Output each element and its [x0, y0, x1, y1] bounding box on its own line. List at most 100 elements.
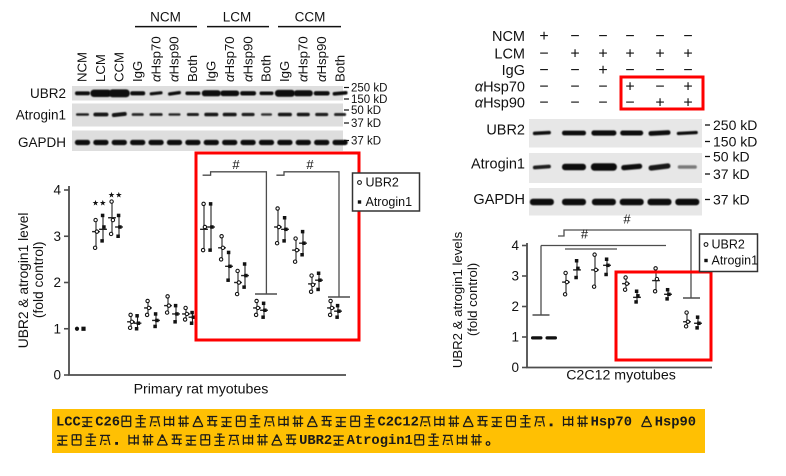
svg-text:+: +	[683, 95, 692, 112]
svg-text:4: 4	[53, 183, 61, 198]
svg-text:37 kD: 37 kD	[713, 166, 750, 182]
svg-text:3: 3	[511, 269, 519, 284]
svg-text:−: −	[655, 62, 664, 79]
svg-text:0: 0	[511, 360, 519, 375]
svg-text:−: −	[570, 28, 579, 45]
svg-text:−: −	[655, 79, 664, 96]
svg-text:−: −	[683, 62, 692, 79]
svg-text:Atrogin1: Atrogin1	[712, 254, 759, 268]
svg-text:UBR2: UBR2	[30, 86, 66, 101]
svg-text:C2C12: C2C12	[378, 416, 419, 431]
svg-text:+: +	[539, 28, 548, 45]
svg-text:LCM: LCM	[93, 54, 108, 82]
svg-text:Hsp70: Hsp70	[591, 416, 632, 431]
svg-text:#: #	[623, 212, 631, 227]
svg-text:αHsp70: αHsp70	[222, 36, 237, 82]
svg-text:−: −	[598, 95, 607, 112]
svg-text:150 kD: 150 kD	[351, 94, 387, 106]
svg-text:Hsp90: Hsp90	[655, 416, 696, 431]
svg-text:+: +	[570, 46, 579, 63]
svg-text:−: −	[598, 79, 607, 96]
svg-text:NCM: NCM	[75, 52, 90, 82]
svg-text:Atrogin1: Atrogin1	[366, 195, 413, 209]
svg-text:+: +	[598, 46, 607, 63]
svg-text:−: −	[539, 62, 548, 79]
svg-text:UBR2: UBR2	[299, 434, 332, 449]
svg-text:50 kD: 50 kD	[713, 149, 750, 165]
svg-text:Atrogin1: Atrogin1	[471, 157, 525, 173]
svg-text:IgG: IgG	[204, 61, 219, 82]
svg-text:UBR2 & atrogin1 levels: UBR2 & atrogin1 levels	[450, 231, 465, 368]
svg-text:+: +	[625, 46, 634, 63]
svg-text:LCC: LCC	[56, 416, 81, 431]
svg-text:−: −	[539, 95, 548, 112]
svg-text:IgG: IgG	[502, 63, 525, 79]
svg-text:Both: Both	[332, 55, 347, 82]
svg-text:GAPDH: GAPDH	[473, 192, 525, 208]
svg-text:−: −	[683, 28, 692, 45]
svg-text:UBR2: UBR2	[366, 176, 399, 190]
svg-text:IgG: IgG	[130, 61, 145, 82]
svg-text:37 kD: 37 kD	[351, 136, 381, 148]
svg-text:LCM: LCM	[223, 10, 252, 25]
svg-text:αHsp90: αHsp90	[240, 36, 255, 82]
svg-text:(fold control): (fold control)	[465, 263, 480, 336]
svg-text:LCM: LCM	[494, 47, 525, 63]
svg-text:2: 2	[511, 299, 519, 314]
svg-text:3: 3	[53, 229, 61, 244]
svg-text:−: −	[539, 79, 548, 96]
svg-text:37 kD: 37 kD	[713, 192, 750, 208]
svg-text:UBR2: UBR2	[712, 238, 745, 252]
svg-text:IgG: IgG	[277, 61, 292, 82]
svg-text:UBR2 & atrogin1 level: UBR2 & atrogin1 level	[16, 213, 31, 349]
svg-text:αHsp90: αHsp90	[167, 36, 182, 82]
svg-text:#: #	[581, 227, 589, 242]
svg-text:CCM: CCM	[295, 10, 326, 25]
svg-text:50 kD: 50 kD	[351, 105, 381, 117]
svg-text:2: 2	[53, 275, 61, 290]
svg-text:+: +	[683, 79, 692, 96]
svg-text:αHsp70: αHsp70	[475, 80, 525, 96]
svg-text:37 kD: 37 kD	[351, 118, 381, 130]
svg-text:Atrogin1: Atrogin1	[16, 108, 66, 123]
svg-text:Primary rat myotubes: Primary rat myotubes	[134, 382, 269, 398]
svg-text:αHsp90: αHsp90	[475, 96, 525, 112]
svg-text:NCM: NCM	[150, 10, 181, 25]
svg-text:+: +	[655, 46, 664, 63]
svg-text:(fold control): (fold control)	[31, 241, 46, 318]
svg-text:−: −	[539, 46, 548, 63]
svg-text:αHsp70: αHsp70	[296, 36, 311, 82]
svg-text:#: #	[232, 157, 240, 172]
svg-text:150 kD: 150 kD	[713, 134, 757, 150]
svg-text:CCM: CCM	[112, 52, 127, 82]
svg-text:αHsp70: αHsp70	[148, 36, 163, 82]
svg-text:+: +	[683, 46, 692, 63]
svg-text:C2C12 myotubes: C2C12 myotubes	[566, 368, 676, 384]
svg-text:NCM: NCM	[492, 29, 525, 45]
svg-text:−: −	[625, 62, 634, 79]
svg-text:250 kD: 250 kD	[351, 83, 387, 95]
svg-text:Both: Both	[259, 55, 274, 82]
svg-text:250 kD: 250 kD	[713, 117, 757, 133]
svg-text:αHsp90: αHsp90	[314, 36, 329, 82]
svg-text:+: +	[625, 79, 634, 96]
svg-text:−: −	[625, 28, 634, 45]
svg-text:−: −	[570, 95, 579, 112]
svg-text:4: 4	[511, 238, 519, 253]
svg-text:+: +	[598, 62, 607, 79]
svg-text:UBR2: UBR2	[486, 123, 525, 139]
svg-text:+: +	[655, 95, 664, 112]
svg-text:0: 0	[53, 368, 61, 383]
svg-text:−: −	[598, 28, 607, 45]
svg-text:−: −	[570, 62, 579, 79]
svg-text:Atrogin1: Atrogin1	[347, 433, 413, 449]
svg-text:#: #	[306, 157, 314, 172]
svg-text:C26: C26	[95, 416, 120, 431]
svg-text:1: 1	[53, 321, 61, 336]
svg-text:GAPDH: GAPDH	[18, 135, 66, 150]
svg-text:1: 1	[511, 330, 519, 345]
svg-text:Both: Both	[185, 55, 200, 82]
svg-text:−: −	[655, 28, 664, 45]
svg-text:−: −	[625, 95, 634, 112]
svg-text:−: −	[570, 79, 579, 96]
